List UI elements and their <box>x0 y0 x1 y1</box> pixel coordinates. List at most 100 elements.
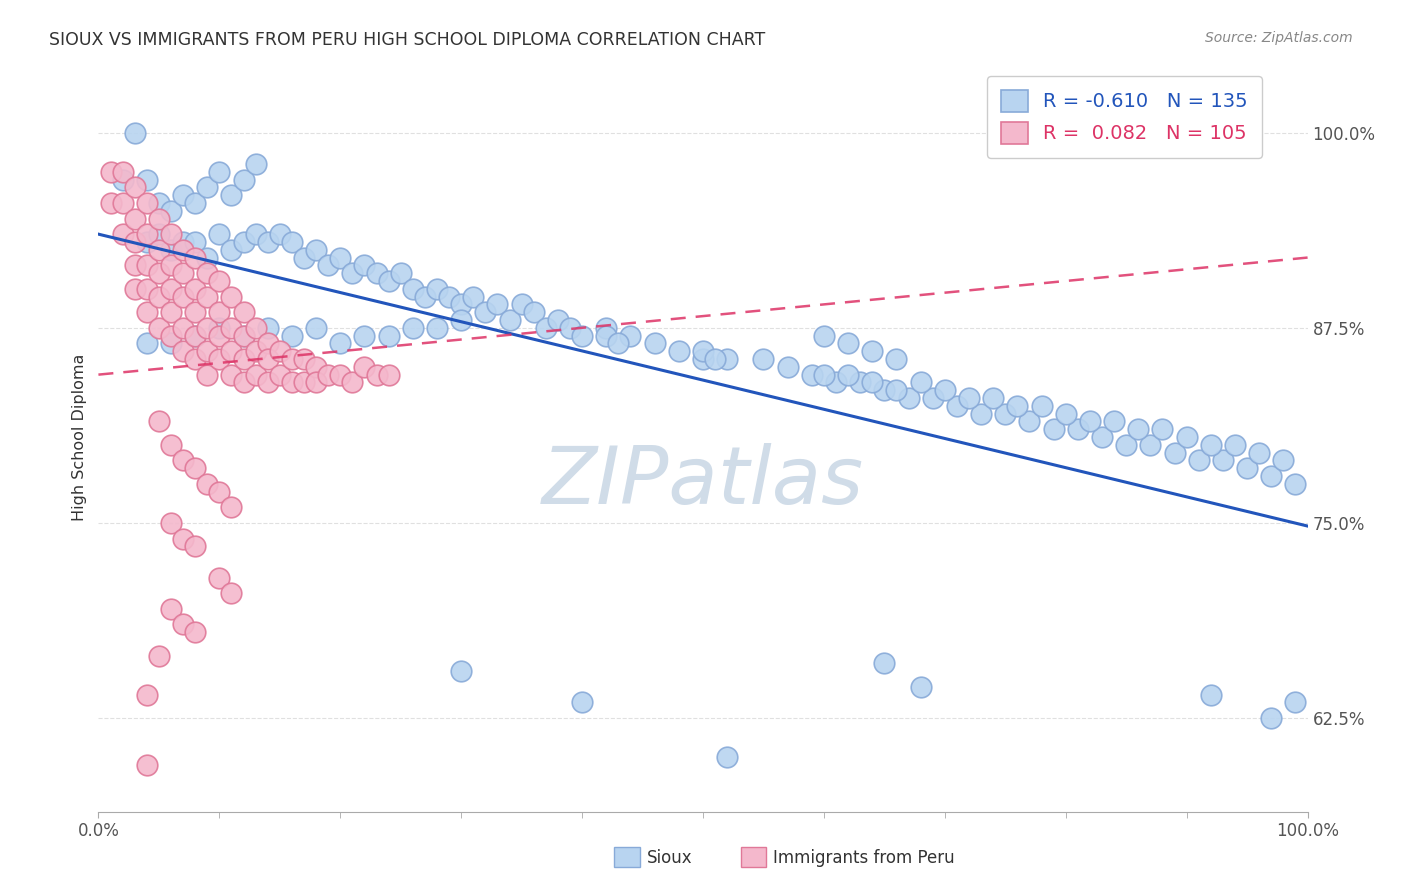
Point <box>910 680 932 694</box>
Point <box>366 368 388 382</box>
Point <box>571 328 593 343</box>
Point <box>1236 461 1258 475</box>
Point <box>135 336 157 351</box>
Point <box>329 251 352 265</box>
Point <box>389 266 412 280</box>
Point <box>981 391 1004 405</box>
Point <box>184 235 207 249</box>
Point <box>256 351 278 366</box>
Point <box>1102 414 1125 428</box>
Point <box>100 164 122 178</box>
Point <box>281 376 304 390</box>
Point <box>160 328 183 343</box>
Point <box>208 328 231 343</box>
Point <box>184 351 207 366</box>
Point <box>292 376 315 390</box>
Point <box>184 195 207 210</box>
Point <box>135 688 157 702</box>
Point <box>595 328 617 343</box>
Point <box>1128 422 1150 436</box>
Point <box>1042 422 1064 436</box>
Point <box>316 368 339 382</box>
Point <box>148 648 170 663</box>
Point <box>232 351 254 366</box>
Point <box>184 461 207 475</box>
Point <box>377 274 399 288</box>
Point <box>329 336 352 351</box>
Point <box>124 258 146 272</box>
Point <box>1031 399 1053 413</box>
Point <box>1078 414 1101 428</box>
Point <box>281 351 304 366</box>
Point <box>160 227 183 241</box>
Point <box>1115 438 1137 452</box>
Point <box>619 328 641 343</box>
Point <box>160 258 183 272</box>
Point <box>172 266 194 280</box>
Point <box>1091 430 1114 444</box>
Legend: R = -0.610   N = 135, R =  0.082   N = 105: R = -0.610 N = 135, R = 0.082 N = 105 <box>987 76 1261 158</box>
Point <box>148 243 170 257</box>
Point <box>195 320 218 334</box>
Point <box>124 126 146 140</box>
Point <box>825 376 848 390</box>
Point <box>558 320 581 334</box>
Point <box>135 282 157 296</box>
Point <box>776 359 799 374</box>
Point <box>1249 445 1271 459</box>
Point <box>342 266 364 280</box>
Point <box>124 180 146 194</box>
Point <box>135 195 157 210</box>
Point <box>644 336 666 351</box>
Point <box>595 320 617 334</box>
Point <box>245 320 267 334</box>
Point <box>366 266 388 280</box>
Point <box>184 625 207 640</box>
Point <box>329 368 352 382</box>
Point <box>1212 453 1234 467</box>
Point <box>957 391 980 405</box>
Point <box>221 243 243 257</box>
Point <box>886 383 908 397</box>
Point <box>232 305 254 319</box>
Point <box>486 297 509 311</box>
Point <box>474 305 496 319</box>
Point <box>135 258 157 272</box>
Point <box>148 195 170 210</box>
Point <box>1054 407 1077 421</box>
Point <box>970 407 993 421</box>
Point <box>232 376 254 390</box>
Point <box>245 344 267 359</box>
Point <box>184 282 207 296</box>
Point <box>837 336 859 351</box>
Point <box>148 320 170 334</box>
Point <box>208 351 231 366</box>
Point <box>232 328 254 343</box>
Point <box>1152 422 1174 436</box>
Point <box>124 211 146 226</box>
Point <box>172 289 194 303</box>
Text: Sioux: Sioux <box>647 849 692 867</box>
Point <box>547 313 569 327</box>
Point <box>172 243 194 257</box>
Point <box>184 305 207 319</box>
Point <box>232 172 254 186</box>
Point <box>135 757 157 772</box>
Point <box>510 297 533 311</box>
FancyBboxPatch shape <box>741 847 766 867</box>
Point <box>692 344 714 359</box>
Point <box>245 368 267 382</box>
Point <box>111 172 134 186</box>
Point <box>148 227 170 241</box>
Point <box>377 368 399 382</box>
Point <box>1018 414 1040 428</box>
Point <box>860 344 883 359</box>
Point <box>1163 445 1185 459</box>
Point <box>184 251 207 265</box>
Point <box>160 243 183 257</box>
Point <box>752 351 775 366</box>
Point <box>135 235 157 249</box>
Point <box>377 328 399 343</box>
Point <box>498 313 520 327</box>
Point <box>148 266 170 280</box>
